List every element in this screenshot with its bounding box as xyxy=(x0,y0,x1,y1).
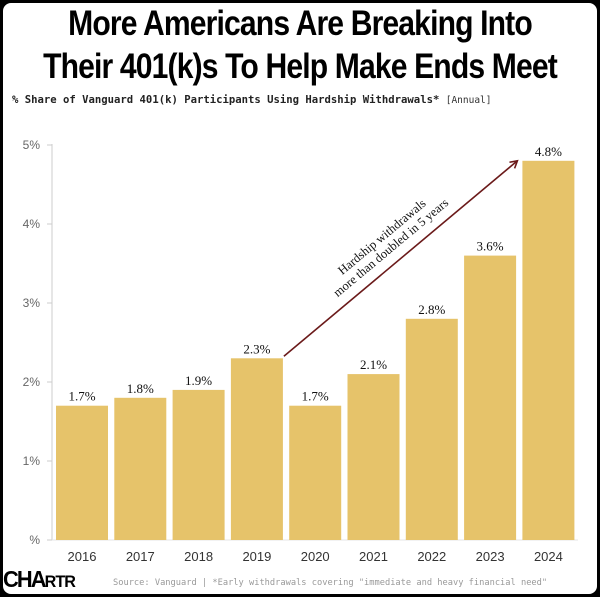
value-label: 2.3% xyxy=(243,341,270,356)
x-tick-label: 2021 xyxy=(359,549,388,564)
x-tick-label: 2017 xyxy=(126,549,155,564)
x-tick-label: 2022 xyxy=(417,549,446,564)
x-tick-label: 2023 xyxy=(476,549,505,564)
bar xyxy=(230,358,283,540)
source-note: Source: Vanguard | *Early withdrawals co… xyxy=(113,578,548,588)
bar xyxy=(405,318,458,540)
logo-big-text: CHA xyxy=(3,566,47,592)
bar xyxy=(289,405,342,540)
y-tick-label: 4% xyxy=(23,217,41,231)
value-label: 1.7% xyxy=(302,389,329,404)
value-label: 1.8% xyxy=(127,381,154,396)
bar xyxy=(114,397,167,540)
y-tick-label: 3% xyxy=(23,296,41,310)
value-labels: 1.7% 1.8% 1.9% 2.3% 1.7% 2.1% 2.8% 3.6% 4.8% xyxy=(68,144,562,404)
value-label: 1.9% xyxy=(185,373,212,388)
y-tick-label: 1% xyxy=(23,454,41,468)
annotation-arrow xyxy=(283,159,519,357)
y-tick-label: 2% xyxy=(23,375,41,389)
value-label: 3.6% xyxy=(477,239,504,254)
value-label: 2.1% xyxy=(360,357,387,372)
value-label: 2.8% xyxy=(418,302,445,317)
logo-small-text: RTR xyxy=(44,572,76,591)
bars xyxy=(56,160,575,541)
x-tick-label: 2020 xyxy=(301,549,330,564)
bar xyxy=(464,255,517,540)
value-label: 1.7% xyxy=(68,389,95,404)
x-axis: 2016 2017 2018 2019 2020 2021 2022 2023 2024 xyxy=(68,549,563,564)
chart-title-line2: Their 401(k)s To Help Make Ends Meet xyxy=(43,47,558,86)
bar xyxy=(56,405,108,540)
bar xyxy=(522,160,575,541)
chartr-logo: CHARTR xyxy=(3,566,76,593)
bar xyxy=(347,374,400,540)
bar xyxy=(172,389,225,540)
x-tick-label: 2018 xyxy=(184,549,213,564)
value-label: 4.8% xyxy=(535,144,562,159)
y-tick-label: 5% xyxy=(23,138,41,152)
annotation-line1: Hardship withdrawals xyxy=(335,196,428,277)
x-tick-label: 2019 xyxy=(242,549,271,564)
chart-subtitle: % Share of Vanguard 401(k) Participants … xyxy=(12,94,491,106)
annotation-line2: more than doubled in 5 years xyxy=(331,196,452,300)
x-tick-label: 2016 xyxy=(68,549,97,564)
y-tick-label: % xyxy=(29,533,40,547)
subtitle-text: % Share of Vanguard 401(k) Participants … xyxy=(12,94,440,106)
subtitle-tag: [Annual] xyxy=(445,95,492,106)
chart-title-line1: More Americans Are Breaking Into xyxy=(68,4,533,43)
x-tick-label: 2024 xyxy=(534,549,563,564)
